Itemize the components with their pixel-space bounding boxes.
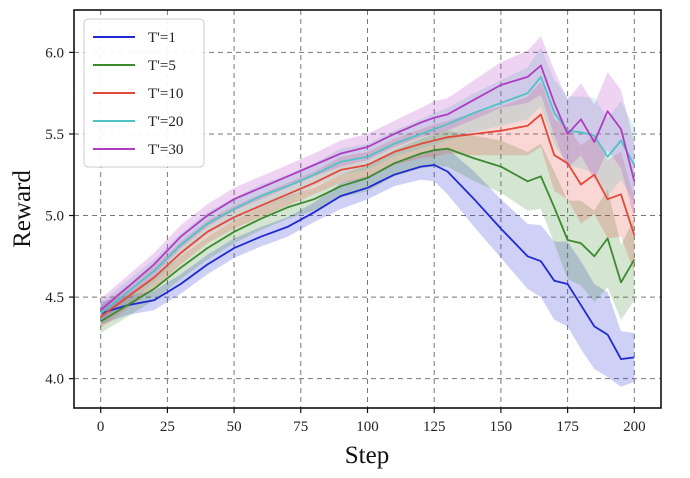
x-tick-label: 0 — [97, 419, 105, 435]
x-tick-label: 50 — [227, 419, 242, 435]
series-line-0 — [100, 164, 635, 361]
legend-label-4: T'=30 — [148, 142, 183, 158]
x-tick-label: 200 — [623, 419, 646, 435]
x-axis-title: Step — [345, 442, 389, 469]
x-tick-label: 100 — [356, 419, 379, 435]
series-band-2 — [100, 81, 635, 329]
x-tick-label: 175 — [556, 419, 579, 435]
y-tick-label: 4.5 — [45, 290, 64, 306]
y-axis-ticks: 4.0 4.5 5.0 5.5 6.0 — [45, 45, 74, 388]
y-tick-label: 5.5 — [45, 127, 64, 143]
series-line-2 — [100, 113, 636, 318]
legend-label-2: T'=10 — [148, 86, 183, 102]
series-line-4 — [100, 64, 636, 311]
y-tick-label: 4.0 — [45, 372, 64, 388]
x-tick-label: 150 — [490, 419, 513, 435]
series-band-0 — [100, 148, 635, 387]
legend-box — [83, 18, 205, 168]
legend-label-0: T'=1 — [148, 30, 176, 46]
confidence-bands — [100, 36, 635, 387]
legend-label-1: T'=5 — [148, 58, 176, 74]
series-lines — [100, 64, 636, 361]
y-tick-label: 6.0 — [45, 45, 64, 61]
y-tick-label: 5.0 — [45, 209, 64, 225]
x-axis-ticks: 0 25 50 75 100 125 150 175 200 — [97, 408, 646, 435]
series-band-3 — [100, 47, 635, 325]
x-tick-label: 125 — [423, 419, 446, 435]
series-band-4 — [100, 36, 635, 322]
legend-label-3: T'=20 — [148, 114, 183, 130]
series-band-1 — [100, 130, 635, 333]
legend-items: T'=1 T'=5 T'=10 T'=20 T'=30 — [93, 30, 183, 158]
y-axis-title: Reward — [9, 170, 36, 248]
x-tick-label: 75 — [293, 419, 308, 435]
x-tick-label: 25 — [160, 419, 175, 435]
series-line-1 — [100, 147, 636, 323]
series-line-3 — [100, 76, 636, 315]
legend: T'=1 T'=5 T'=10 T'=20 T'=30 — [83, 18, 205, 168]
